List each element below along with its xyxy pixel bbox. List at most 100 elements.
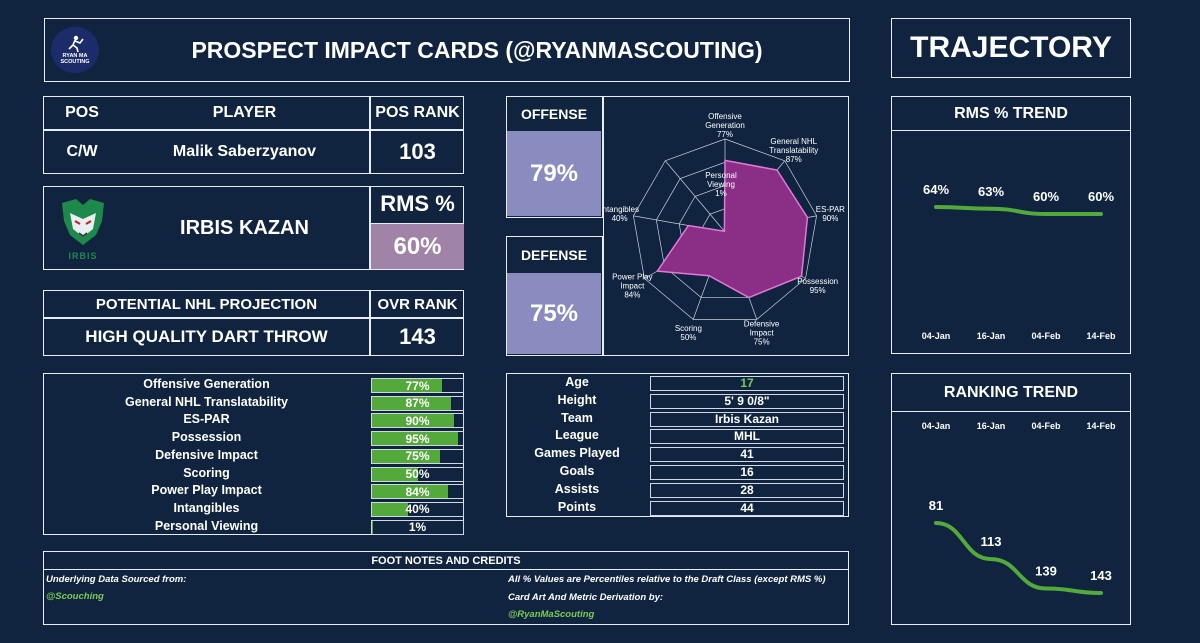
bio-label: League [555, 428, 599, 443]
rms-header: RMS % [380, 191, 455, 216]
radar-category-label: Power Play Impact 84% [612, 273, 652, 300]
ovr-rank-value: 143 [399, 324, 436, 349]
metric-value: 50% [405, 467, 430, 481]
rms-trend-chart: 64% 63% 60% 60% 04-Jan 16-Jan 04-Feb 14-Feb [922, 182, 1116, 341]
trend-value-label: 113 [981, 534, 1002, 549]
bio-value: 16 [650, 465, 844, 480]
trend-category-label: 14-Feb [1086, 331, 1116, 341]
bio-label: Height [557, 392, 597, 407]
trend-line [934, 205, 1103, 216]
radar-axis [664, 160, 726, 233]
trend-category-label: 14-Feb [1086, 421, 1116, 431]
rms-trend-panel: RMS % TREND 64% 63% 60% 60% 04-Jan 16-Jan 04-F… [891, 96, 1131, 354]
bio-value: MHL [650, 429, 844, 445]
bio-label: Team [561, 410, 593, 425]
bio-value: 5' 9 0/8" [650, 393, 844, 409]
ranking-trend-title: RANKING TREND [892, 374, 1130, 412]
metric-label: Defensive Impact [155, 447, 258, 462]
bio-value: 41 [650, 447, 844, 463]
metric-bar: 1% [371, 519, 464, 535]
radar-chart: Offensive Generation 77% General NHL Transla… [604, 112, 845, 347]
player-info-panel: POS PLAYER POS RANK C/W Malik Saberzyano… [43, 96, 464, 174]
metric-label: Intangibles [173, 500, 240, 515]
metric-bar: 75% [371, 448, 464, 464]
footer-panel: FOOT NOTES AND CREDITS Underlying Data S… [43, 551, 849, 625]
pos-rank-value: 103 [399, 139, 436, 164]
radar-series-area [656, 159, 809, 299]
player-position: C/W [66, 143, 98, 160]
radar-category-label: Defensive Impact 75% [744, 320, 780, 347]
metric-label: Personal Viewing [154, 518, 259, 533]
bio-label: Age [565, 375, 589, 389]
trend-value-label: 60% [1033, 189, 1059, 204]
metric-bar-fill [372, 520, 373, 534]
radar-grid-ring [633, 138, 817, 320]
team-panel: IRBIS IRBIS KAZAN RMS % 60% [43, 186, 464, 270]
metric-label: Scoring [183, 465, 230, 480]
metric-bar: 84% [371, 484, 464, 500]
art-credit-label: Card Art And Metric Derivation by: [508, 592, 664, 603]
metric-bar-fill [372, 396, 452, 410]
radar-category-label: Possession 95% [797, 277, 838, 295]
rms-trend-title: RMS % TREND [892, 97, 1130, 131]
trend-value-label: 143 [1090, 568, 1112, 583]
metric-bar: 50% [371, 466, 464, 482]
bio-label: Points [557, 499, 597, 514]
logo-text: RYAN MA SCOUTING [60, 53, 90, 65]
bio-value: 28 [650, 482, 844, 498]
trend-value-label: 60% [1088, 189, 1114, 204]
team-logo: IRBIS [50, 191, 116, 267]
offense-panel: OFFENSE 79% [506, 96, 603, 218]
metric-bar: 77% [371, 378, 464, 393]
rms-value: 60% [371, 223, 464, 269]
metric-bar-fill [372, 432, 459, 446]
data-source-handle[interactable]: @Scouching [46, 591, 104, 602]
radar-category-label: Offensive Generation 77% [705, 112, 745, 139]
metric-bar-fill [372, 502, 409, 516]
metric-label: Offensive Generation [143, 377, 270, 391]
metric-bar-fill [372, 414, 454, 428]
bio-value: 17 [650, 376, 844, 391]
bio-label: Games Played [534, 446, 620, 461]
header-panel: RYAN MA SCOUTING PROSPECT IMPACT CARDS (… [44, 18, 850, 82]
metric-label: ES-PAR [183, 412, 230, 427]
trend-category-label: 16-Jan [977, 331, 1006, 341]
ranking-trend-panel: RANKING TREND 81 113 139 143 04-Jan 16-Jan 04-… [891, 373, 1131, 625]
player-name: Malik Saberzyanov [172, 143, 317, 160]
radar-category-label: General NHL Translatability 87% [769, 137, 818, 164]
art-credit-handle[interactable]: @RyanMaScouting [508, 609, 595, 620]
bio-panel: Age 17 Height 5' 9 0/8" Team Irbis Kazan Leagu… [506, 373, 849, 517]
metric-bar-fill [372, 467, 418, 481]
percentile-note: All % Values are Percentiles relative to… [508, 574, 826, 585]
projection-header: POTENTIAL NHL PROJECTION [95, 295, 318, 313]
trend-value-label: 139 [1035, 563, 1057, 578]
trend-value-label: 63% [978, 184, 1004, 199]
footer-title: FOOT NOTES AND CREDITS [44, 552, 848, 570]
pos-header: POS [65, 104, 99, 121]
pos-rank-header: POS RANK [375, 104, 460, 121]
radar-category-label: Intangibles 40% [604, 205, 639, 223]
metric-bar: 40% [371, 501, 464, 517]
metric-label: Possession [171, 430, 242, 445]
bio-label: Goals [559, 464, 595, 478]
radar-category-label: Personal Viewing 1% [705, 171, 737, 198]
metric-label: General NHL Translatability [124, 394, 289, 409]
trend-value-label: 64% [923, 182, 949, 197]
ryanma-logo: RYAN MA SCOUTING [51, 27, 99, 73]
team-name: IRBIS KAZAN [180, 216, 309, 239]
metric-value: 77% [405, 378, 430, 393]
projection-value: HIGH QUALITY DART THROW [85, 327, 328, 346]
metric-bar: 87% [371, 395, 464, 411]
metric-bar-fill [372, 485, 449, 499]
team-logo-text: IRBIS [68, 251, 98, 261]
metric-bar: 90% [371, 413, 464, 429]
metric-value: 90% [405, 413, 430, 428]
defense-label: DEFENSE [520, 247, 588, 263]
data-source-label: Underlying Data Sourced from: [46, 574, 187, 585]
defense-panel: DEFENSE 75% [506, 236, 603, 356]
ranking-trend-chart: 81 113 139 143 04-Jan 16-Jan 04-Feb 14-Feb [922, 421, 1116, 595]
trend-category-label: 04-Jan [922, 331, 951, 341]
page-title: PROSPECT IMPACT CARDS (@RYANMASCOUTING) [191, 36, 763, 63]
metric-value: 95% [405, 431, 430, 446]
metric-bar-fill [372, 449, 441, 463]
